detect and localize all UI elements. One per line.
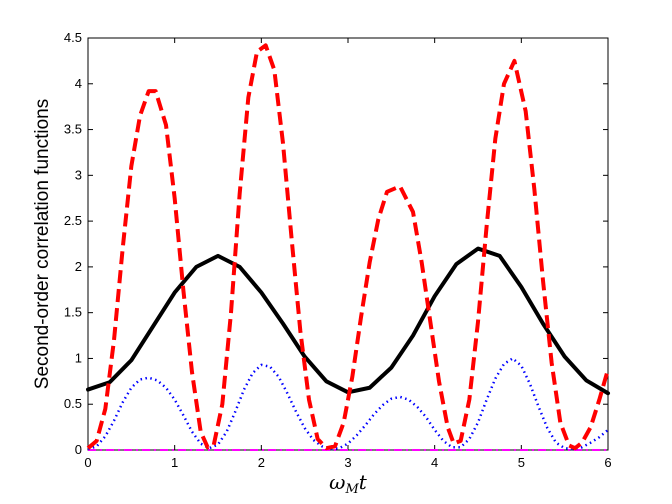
y-tick-label: 0 (75, 442, 82, 457)
x-axis-title-main: ω (329, 470, 345, 494)
y-tick-label: 3.5 (64, 122, 82, 137)
x-axis-title-sub: M (344, 482, 359, 497)
plot-area (87, 37, 609, 451)
y-tick-label: 4.5 (64, 30, 82, 45)
x-axis-title: ωMt (329, 470, 368, 497)
y-tick-label: 0.5 (64, 396, 82, 411)
x-tick-label: 0 (84, 455, 91, 470)
series-layer (86, 43, 610, 451)
x-axis-ticks: 0 1 2 3 4 5 6 (84, 38, 612, 470)
x-tick-label: 3 (344, 455, 351, 470)
y-tick-label: 1 (75, 350, 82, 365)
y-tick-label: 2.5 (64, 213, 82, 228)
y-tick-label: 2 (75, 259, 82, 274)
x-axis-title-tail: t (359, 470, 368, 494)
x-tick-label: 2 (258, 455, 265, 470)
x-tick-label: 4 (431, 455, 438, 470)
y-tick-label: 1.5 (64, 305, 82, 320)
y-axis-ticks: 0 0.5 1 1.5 2 2.5 3 3.5 4 4.5 (64, 30, 608, 457)
x-tick-label: 1 (171, 455, 178, 470)
y-tick-label: 3 (75, 167, 82, 182)
x-tick-label: 5 (518, 455, 525, 470)
x-tick-label: 6 (604, 455, 611, 470)
y-axis-title: Second-order correlation functions (32, 99, 53, 389)
series-line-dashed (86, 43, 610, 451)
y-tick-label: 4 (75, 76, 82, 91)
